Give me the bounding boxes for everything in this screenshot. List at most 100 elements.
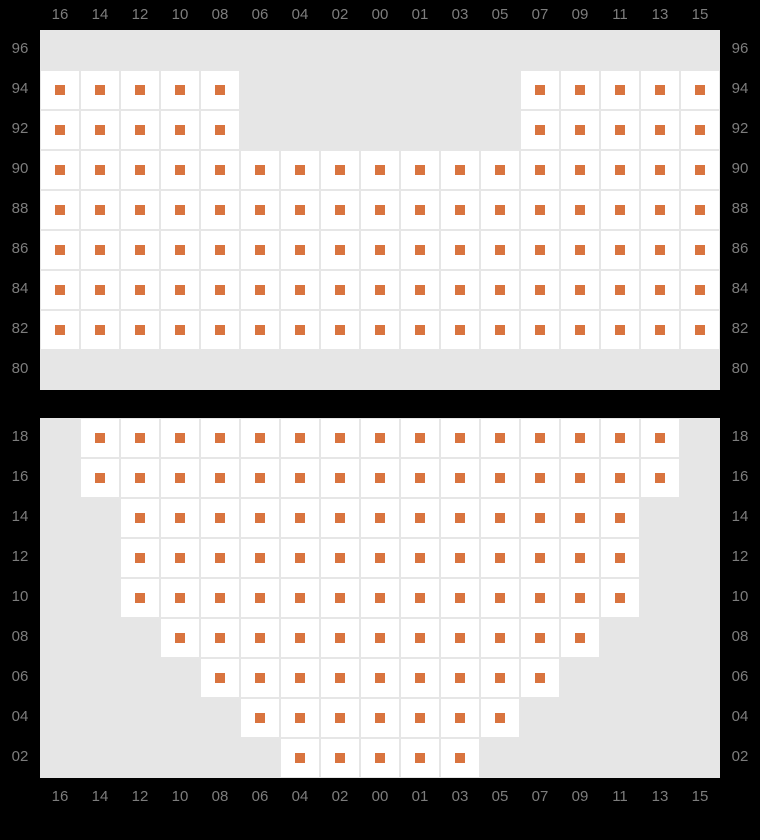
seat-indicator [615,553,625,563]
seat-indicator [415,553,425,563]
col-label-bottom: 03 [440,788,480,805]
seat-indicator [135,125,145,135]
seat-indicator [175,633,185,643]
seat-indicator [295,673,305,683]
row-label-left: 08 [6,628,34,645]
seat-indicator [615,285,625,295]
row-label-left: 82 [6,320,34,337]
seat-indicator [415,433,425,443]
seat-indicator [295,633,305,643]
seat-indicator [495,553,505,563]
seat-indicator [495,473,505,483]
seat-indicator [655,125,665,135]
seat-indicator [215,633,225,643]
seat-indicator [335,165,345,175]
seat-indicator [175,205,185,215]
col-label-top: 00 [360,6,400,23]
seat-indicator [575,325,585,335]
col-label-top: 16 [40,6,80,23]
seat-indicator [415,165,425,175]
seat-indicator [295,593,305,603]
seat-indicator [615,593,625,603]
seat-indicator [215,325,225,335]
row-label-left: 80 [6,360,34,377]
seat-indicator [575,125,585,135]
seat-indicator [95,285,105,295]
seat-indicator [55,165,65,175]
seat-indicator [375,553,385,563]
seat-indicator [95,205,105,215]
row-label-right: 90 [726,160,754,177]
row-label-left: 16 [6,468,34,485]
seat-indicator [575,473,585,483]
seat-indicator [695,325,705,335]
seat-indicator [415,245,425,255]
seat-indicator [375,245,385,255]
seating-chart: 1614121008060402000103050709111315969694… [0,0,760,840]
seat-indicator [375,205,385,215]
seat-indicator [215,205,225,215]
seat-indicator [95,125,105,135]
seat-indicator [695,205,705,215]
row-label-left: 88 [6,200,34,217]
seat-indicator [375,433,385,443]
col-label-bottom: 07 [520,788,560,805]
row-label-right: 88 [726,200,754,217]
seat-indicator [255,593,265,603]
col-label-top: 12 [120,6,160,23]
seat-indicator [615,513,625,523]
seat-indicator [455,325,465,335]
seat-indicator [295,285,305,295]
seat-indicator [455,205,465,215]
col-label-top: 05 [480,6,520,23]
row-label-left: 84 [6,280,34,297]
seat-indicator [175,473,185,483]
seat-indicator [215,473,225,483]
seat-indicator [495,633,505,643]
seat-indicator [535,553,545,563]
seat-indicator [135,165,145,175]
seat-indicator [575,245,585,255]
seat-indicator [495,285,505,295]
seat-indicator [335,513,345,523]
seat-indicator [415,633,425,643]
seat-indicator [95,165,105,175]
seat-indicator [215,673,225,683]
row-label-right: 06 [726,668,754,685]
col-label-top: 03 [440,6,480,23]
seat-indicator [535,593,545,603]
seat-indicator [695,165,705,175]
seat-indicator [575,205,585,215]
seat-indicator [535,633,545,643]
seat-indicator [135,85,145,95]
seat-indicator [535,433,545,443]
seat-indicator [335,633,345,643]
seat-indicator [415,593,425,603]
seat-indicator [455,513,465,523]
seat-indicator [215,513,225,523]
seat-indicator [375,633,385,643]
seat-indicator [655,165,665,175]
seat-indicator [295,245,305,255]
seat-indicator [655,245,665,255]
seat-indicator [95,325,105,335]
seat-indicator [135,473,145,483]
row-label-left: 10 [6,588,34,605]
seat-indicator [215,553,225,563]
seat-indicator [215,125,225,135]
seat-indicator [135,553,145,563]
seat-indicator [295,713,305,723]
seat-indicator [375,513,385,523]
seat-indicator [375,713,385,723]
row-label-left: 96 [6,40,34,57]
seat-indicator [455,673,465,683]
seat-indicator [455,593,465,603]
col-label-bottom: 05 [480,788,520,805]
seat-indicator [255,513,265,523]
seat-indicator [415,285,425,295]
row-label-right: 94 [726,80,754,97]
col-label-top: 13 [640,6,680,23]
seat-indicator [655,205,665,215]
seat-indicator [255,165,265,175]
seat-indicator [455,165,465,175]
